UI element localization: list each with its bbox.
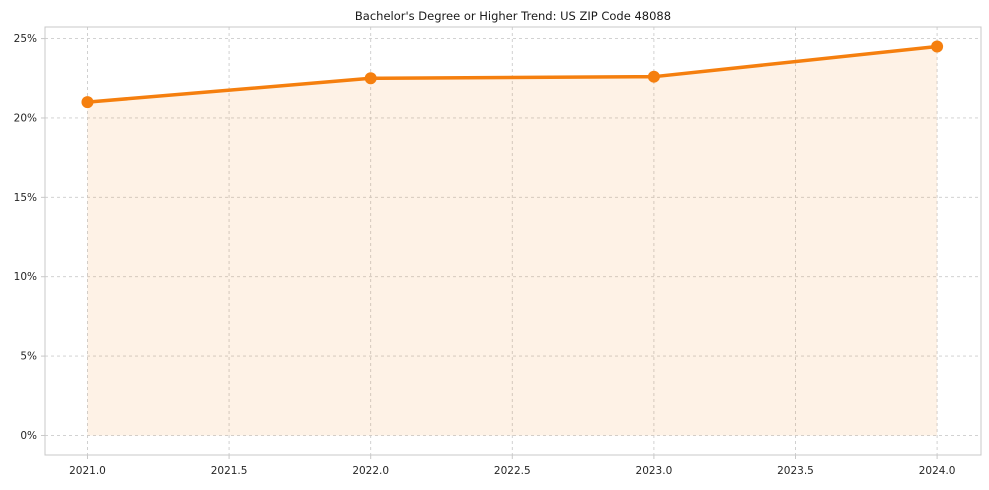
x-tick-label: 2022.5 — [494, 465, 531, 477]
data-point-marker — [81, 96, 94, 109]
area-fill — [87, 46, 938, 436]
x-tick-label: 2021.0 — [69, 465, 106, 477]
x-tick-label: 2021.5 — [211, 465, 248, 477]
y-tick-label: 20% — [14, 112, 37, 124]
data-point-marker — [647, 70, 660, 83]
y-tick-label: 10% — [14, 271, 37, 283]
data-point-marker — [931, 40, 944, 53]
plot-border — [44, 26, 982, 456]
x-tick-label: 2024.0 — [919, 465, 956, 477]
y-tick-label: 25% — [14, 33, 37, 45]
y-tick-label: 0% — [20, 430, 37, 442]
x-tick-label: 2023.5 — [777, 465, 814, 477]
data-point-marker — [364, 72, 377, 85]
chart-title: Bachelor's Degree or Higher Trend: US ZI… — [355, 9, 671, 23]
trend-line — [85, 44, 939, 104]
x-tick-label: 2023.0 — [636, 465, 673, 477]
x-tick-label: 2022.0 — [352, 465, 389, 477]
y-tick-label: 5% — [20, 351, 37, 363]
y-tick-label: 15% — [14, 192, 37, 204]
